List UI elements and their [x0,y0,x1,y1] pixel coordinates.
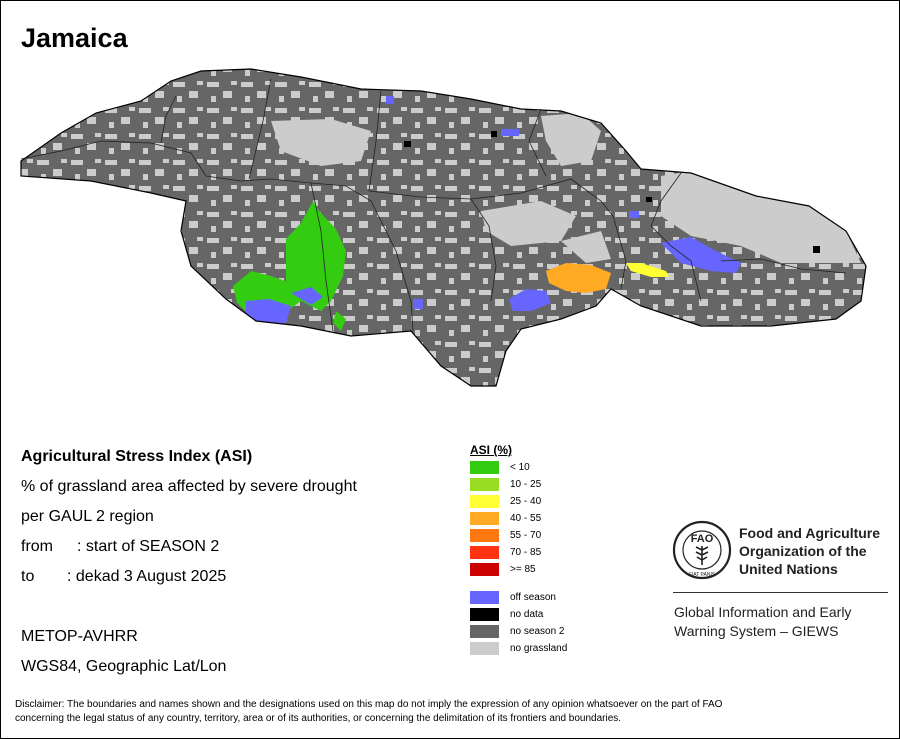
legend-label: 40 - 55 [510,513,542,524]
legend-swatch [470,546,499,559]
projection: WGS84, Geographic Lat/Lon [21,658,227,675]
system-name-line-1: Global Information and Early [674,604,852,620]
no-data-patch-1 [404,141,411,147]
legend-label: >= 85 [510,564,536,575]
index-description: % of grassland area affected by severe d… [21,478,357,495]
no-grassland-east [661,169,861,263]
off-season-patch-2 [386,96,394,104]
legend-swatch [470,478,499,491]
org-name-line-2: Organization of the [739,543,867,559]
from-value: : start of SEASON 2 [77,538,220,555]
map-title: Jamaica [21,23,128,53]
legend-label: off season [510,592,556,603]
legend-label: no grassland [510,643,568,654]
legend-swatch [470,591,499,604]
legend-label: no season 2 [510,626,565,637]
asi-lt10-patch [333,311,346,331]
fao-logo-icon: FAO FIAT PANIS [672,520,732,580]
no-grassland-northeast [541,113,601,166]
no-grassland-north [271,119,371,166]
asi-40-55-south [546,263,611,293]
org-name-line-3: United Nations [739,561,838,577]
admin-boundaries [20,78,847,332]
legend-label: 25 - 40 [510,496,542,507]
legend-swatch [470,608,499,621]
legend-swatch [470,625,499,638]
island-outline [20,68,867,387]
fao-logo-motto: FIAT PANIS [689,572,716,578]
off-season-east [661,237,741,273]
no-data-patch-2 [491,131,497,137]
to-value: : dekad 3 August 2025 [67,568,227,585]
legend-title: ASI (%) [470,443,512,457]
off-season-central [291,287,323,305]
to-label: to [21,568,35,585]
disclaimer-line-1: Disclaimer: The boundaries and names sho… [15,699,723,710]
legend-label: < 10 [510,462,530,473]
legend-label: 10 - 25 [510,479,542,490]
legend-swatch [470,461,499,474]
legend-label: no data [510,609,544,620]
off-season-patch-4 [629,211,639,218]
legend-label: 70 - 85 [510,547,542,558]
no-data-patch-4 [813,246,820,253]
off-season-patch-1 [413,299,423,309]
no-grassland-south [561,231,611,263]
legend-swatch [470,642,499,655]
raster-classes [21,69,866,386]
divider [673,592,888,593]
index-name: Agricultural Stress Index (ASI) [21,448,253,465]
unit-region: per GAUL 2 region [21,508,154,525]
no-data-patch-3 [646,197,652,202]
from-label: from [21,538,53,555]
legend-swatch [470,495,499,508]
no-grassland-central [481,201,576,246]
asi-25-40-east [626,263,669,277]
off-season-south [509,289,551,311]
legend-swatch [470,563,499,576]
legend-swatch [470,529,499,542]
system-name-line-2: Warning System – GIEWS [674,623,839,639]
org-name-line-1: Food and Agriculture [739,525,881,541]
sensor: METOP-AVHRR [21,628,138,645]
off-season-patch-3 [501,129,519,136]
disclaimer-line-2: concerning the legal status of any count… [15,713,622,724]
legend-label: 55 - 70 [510,530,542,541]
off-season-west [246,299,291,326]
jamaica-map [20,68,867,387]
fao-logo-letters: FAO [691,533,714,545]
legend-swatch [470,512,499,525]
asi-lt10-west [286,201,346,311]
